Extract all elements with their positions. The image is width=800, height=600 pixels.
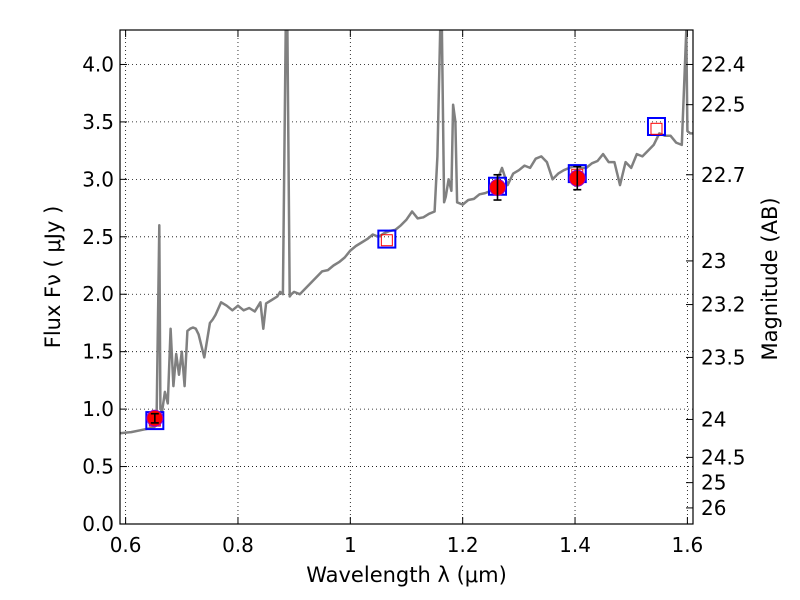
x-tick-label: 0.8 <box>222 533 254 557</box>
y-tick-label: 0.5 <box>82 455 114 479</box>
mag-tick-label: 23.5 <box>701 345 746 369</box>
y-axis-label: Flux Fν ( μJy ) <box>41 206 65 349</box>
y-tick-label: 2.5 <box>82 225 114 249</box>
mag-tick-label: 24 <box>701 407 726 431</box>
model-flux-inner-square <box>650 122 663 135</box>
y-tick-label: 3.0 <box>82 167 114 191</box>
mag-tick-label: 22.5 <box>701 93 746 117</box>
x-tick-label: 1.6 <box>671 533 703 557</box>
mag-tick-label: 23.2 <box>701 293 746 317</box>
marker-layer <box>145 117 666 431</box>
x-tick-label: 0.6 <box>110 533 142 557</box>
model-flux-inner-square <box>380 234 393 247</box>
model-flux-square <box>646 117 666 137</box>
spectrum-line <box>120 30 693 435</box>
mag-tick-label: 25 <box>701 471 726 495</box>
model-flux-square <box>377 229 397 249</box>
y-tick-label: 2.0 <box>82 282 114 306</box>
mag-tick-label: 23 <box>701 249 726 273</box>
plot-frame <box>119 29 694 525</box>
mag-tick-label: 22.4 <box>701 52 746 76</box>
y-tick-label: 0.0 <box>82 512 114 536</box>
y-tick-label: 1.0 <box>82 397 114 421</box>
y-tick-label: 3.5 <box>82 110 114 134</box>
spectrum-line-layer <box>120 30 693 435</box>
y-tick-label: 4.0 <box>82 52 114 76</box>
x-tick-label: 1 <box>344 533 357 557</box>
tick-layer: 0.6 0.8 1 1.2 1.4 1.6 0.0 0.5 1.0 1.5 2.0 2.5 3.0 3.5… <box>82 30 746 557</box>
right-axis-label: Magnitude (AB) <box>758 197 782 360</box>
x-tick-label: 1.2 <box>447 533 479 557</box>
y-tick-label: 1.5 <box>82 340 114 364</box>
grid-lines <box>120 30 693 525</box>
x-tick-label: 1.4 <box>559 533 591 557</box>
mag-tick-label: 24.5 <box>701 445 746 469</box>
mag-tick-label: 22.7 <box>701 163 746 187</box>
x-axis-label: Wavelength λ (μm) <box>306 563 507 587</box>
mag-tick-label: 26 <box>701 496 726 520</box>
